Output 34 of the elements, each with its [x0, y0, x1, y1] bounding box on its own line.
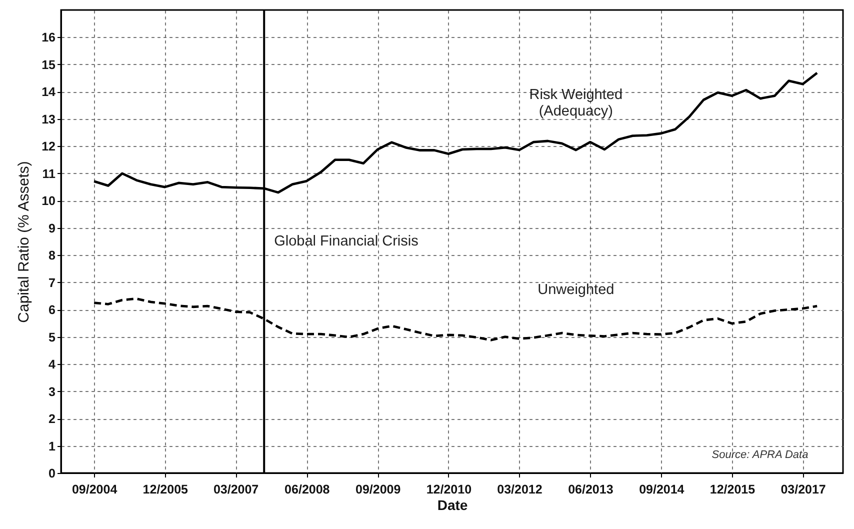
- y-tick-label: 5: [48, 330, 56, 344]
- y-tick-label: 3: [48, 384, 56, 399]
- x-tick-label: 09/2014: [639, 482, 684, 496]
- y-tick-label: 7: [48, 276, 56, 290]
- y-tick-label: 6: [48, 303, 56, 318]
- y-tick-label: 16: [42, 30, 56, 45]
- annotation: Source: APRA Data: [712, 449, 808, 461]
- series-label: Risk Weighted (Adequacy): [529, 86, 623, 120]
- y-axis-title: Capital Ratio (% Assets): [16, 161, 33, 323]
- x-tick-label: 12/2015: [710, 482, 756, 496]
- y-tick-label: 12: [42, 140, 56, 154]
- x-tick-label: 09/2009: [356, 482, 401, 496]
- y-tick-label: 11: [42, 166, 56, 181]
- y-tick-label: 13: [42, 112, 56, 126]
- y-tick-label: 14: [42, 85, 56, 100]
- y-tick-label: 1: [48, 439, 56, 454]
- x-tick-label: 12/2010: [426, 482, 472, 496]
- text: Unweighted: [538, 282, 614, 298]
- y-tick-label: 2: [48, 412, 56, 426]
- y-tick-label: 15: [42, 58, 56, 72]
- y-tick-label: 4: [48, 358, 56, 372]
- x-tick-label: 12/2005: [142, 482, 188, 496]
- y-tick-label: 10: [42, 194, 56, 208]
- y-tick-label: 9: [48, 221, 56, 236]
- x-tick-label: 06/2008: [284, 482, 330, 496]
- y-tick-label: 0: [48, 466, 56, 480]
- x-axis-title: Date: [437, 497, 468, 513]
- x-tick-label: 09/2004: [72, 482, 118, 496]
- y-tick-label: 8: [48, 248, 56, 263]
- x-tick-label: 03/2012: [497, 482, 542, 496]
- x-tick-label: 03/2017: [780, 482, 826, 496]
- ref-line-label: Global Financial Crisis: [274, 234, 418, 250]
- x-tick-label: 03/2007: [213, 482, 259, 496]
- x-tick-label: 06/2013: [568, 482, 614, 496]
